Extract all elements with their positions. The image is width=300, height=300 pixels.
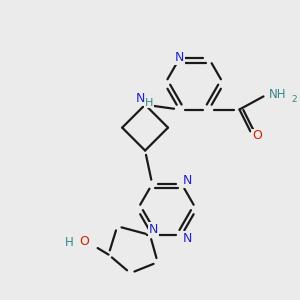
Text: N: N — [182, 232, 192, 245]
Text: NH: NH — [269, 88, 286, 101]
Text: H: H — [145, 98, 153, 108]
Text: N: N — [175, 51, 184, 64]
Text: O: O — [80, 235, 89, 248]
Text: 2: 2 — [291, 95, 297, 104]
Text: O: O — [252, 129, 262, 142]
Text: N: N — [148, 223, 158, 236]
Text: N: N — [182, 174, 192, 187]
Text: H: H — [65, 236, 74, 249]
Text: N: N — [136, 92, 145, 105]
